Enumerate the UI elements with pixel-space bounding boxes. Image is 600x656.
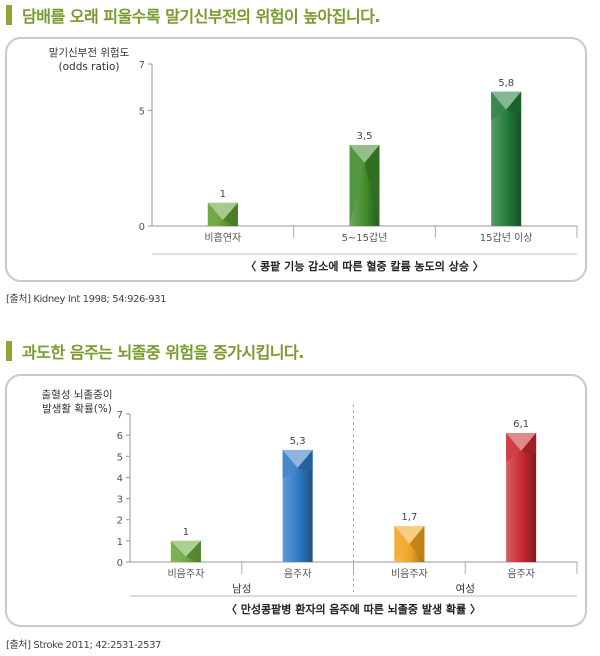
bar-left-facet (506, 433, 522, 462)
y-axis-label: 출혈성 뇌졸중이 (42, 388, 113, 401)
y-tick-label: 5 (139, 106, 145, 117)
bar-left-facet (207, 202, 223, 226)
section2-heading: 과도한 음주는 뇌졸중 위험을 증가시킵니다. (6, 340, 304, 362)
bar-left-facet (394, 526, 410, 562)
bar-right-facet (222, 202, 238, 226)
data-label: 1 (183, 527, 189, 538)
x-tick-label: 비음주자 (167, 568, 204, 580)
y-tick-label: 6 (117, 431, 123, 442)
bar-right-facet (506, 91, 522, 114)
x-tick-label: 음주자 (507, 568, 535, 580)
chart2-panel: 출혈성 뇌졸중이 발생활 확률(%) 0 1 2 3 4 5 6 7 1 비음주자 5,3 음주자 1,7 비… (5, 374, 587, 627)
section1-heading: 담배를 오래 피울수록 말기신부전의 위험이 높아집니다. (6, 4, 381, 26)
y-axis-label: (odds ratio) (59, 61, 120, 73)
group-label: 남성 (232, 583, 251, 595)
bar-1 (349, 145, 380, 226)
y-tick-label: 0 (139, 222, 145, 233)
bar-top-facet (282, 449, 313, 468)
y-tick-label: 1 (117, 537, 123, 548)
bar-right-facet (364, 145, 380, 226)
bar-top-facet (170, 540, 201, 557)
bar-2 (394, 526, 425, 562)
bar-right-facet (297, 449, 313, 472)
x-tick-label: 비음주자 (391, 568, 428, 580)
bar-right-facet (185, 540, 201, 562)
bar-2 (491, 91, 522, 226)
y-tick-label: 7 (139, 60, 145, 71)
data-label: 3,5 (357, 131, 373, 142)
bar-left-facet (491, 91, 507, 121)
bar-top-facet (394, 526, 425, 545)
bar-0 (170, 540, 201, 562)
y-tick-label: 5 (117, 452, 123, 463)
data-label: 5,8 (498, 78, 514, 89)
data-label: 1,7 (401, 512, 417, 523)
bar-0 (207, 202, 238, 226)
bar-top-facet (506, 433, 537, 452)
x-tick-label: 5~15갑년 (342, 232, 388, 244)
y-tick-label: 2 (117, 516, 123, 527)
bar-3 (506, 433, 537, 562)
y-tick-label: 7 (117, 410, 123, 421)
section2-source: [출처] Stroke 2011; 42:2531-2537 (6, 640, 162, 651)
bar-right-facet (409, 526, 425, 562)
bar-top-facet (349, 145, 380, 163)
data-label: 6,1 (513, 419, 529, 430)
data-label: 1 (220, 189, 226, 200)
bar-right-facet (521, 433, 537, 455)
chart1-panel: 말기신부전 위험도 (odds ratio) 0 5 7 1 비흡연자 3,5 5~15갑년 5,… (5, 37, 587, 282)
heading-accent-bar (6, 5, 12, 25)
bar-left-facet (170, 540, 186, 562)
y-tick-label: 0 (117, 558, 123, 569)
y-axis-label: 발생활 확률(%) (42, 402, 112, 415)
x-tick-label: 비흡연자 (204, 231, 241, 244)
section1-source: [출처] Kidney Int 1998; 54:926-931 (6, 294, 167, 305)
section2-title: 과도한 음주는 뇌졸중 위험을 증가시킵니다. (22, 343, 304, 362)
y-tick-label: 3 (117, 495, 123, 506)
heading-accent-bar (6, 341, 12, 361)
chart-caption: 〈 콩팥 기능 감소에 따른 혈중 칼륨 농도의 상승 〉 (245, 259, 484, 273)
group-label: 여성 (456, 583, 475, 595)
data-label: 5,3 (290, 436, 306, 447)
bar-top-facet (207, 202, 238, 221)
y-tick-label: 4 (117, 473, 123, 484)
section1-title: 담배를 오래 피울수록 말기신부전의 위험이 높아집니다. (22, 7, 381, 26)
bar-left-facet (282, 449, 298, 479)
chart-caption: 〈 만성콩팥병 환자의 음주에 따른 뇌졸중 발생 확률 〉 (226, 602, 481, 616)
x-tick-label: 음주자 (284, 568, 312, 580)
chart1-svg: 말기신부전 위험도 (odds ratio) 0 5 7 1 비흡연자 3,5 5~15갑년 5,… (49, 46, 578, 273)
bar-1 (282, 449, 313, 562)
x-tick-label: 15갑년 이상 (480, 232, 533, 244)
y-axis-label: 말기신부전 위험도 (49, 46, 130, 59)
bar-top-facet (491, 91, 522, 110)
bar-left-facet (349, 145, 365, 226)
